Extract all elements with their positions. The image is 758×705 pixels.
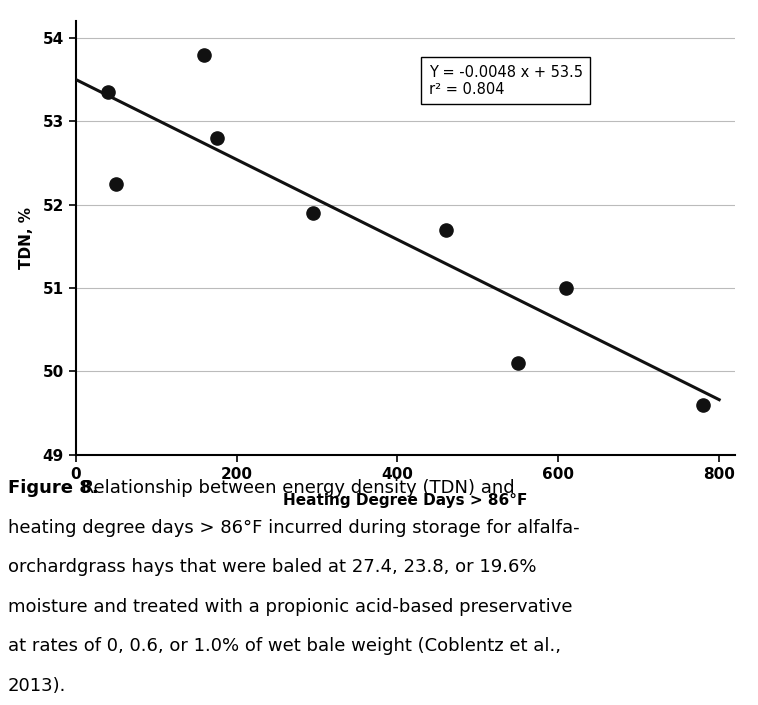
Text: Relationship between energy density (TDN) and: Relationship between energy density (TDN… [76,479,515,497]
Text: 2013).: 2013). [8,677,66,694]
Point [697,399,709,410]
Point [307,207,319,219]
Point [211,133,223,144]
Point [102,87,114,98]
Text: orchardgrass hays that were baled at 27.4, 23.8, or 19.6%: orchardgrass hays that were baled at 27.… [8,558,536,576]
Text: at rates of 0, 0.6, or 1.0% of wet bale weight (Coblentz et al.,: at rates of 0, 0.6, or 1.0% of wet bale … [8,637,561,655]
Text: Figure 8.: Figure 8. [8,479,99,497]
Point [440,224,452,235]
Point [199,49,211,60]
Point [512,357,525,369]
Y-axis label: TDN, %: TDN, % [19,207,34,269]
Text: Y = -0.0048 x + 53.5
r² = 0.804: Y = -0.0048 x + 53.5 r² = 0.804 [428,64,583,97]
Point [110,178,122,190]
Text: heating degree days > 86°F incurred during storage for alfalfa-: heating degree days > 86°F incurred duri… [8,519,579,537]
Text: moisture and treated with a propionic acid-based preservative: moisture and treated with a propionic ac… [8,598,572,615]
X-axis label: Heating Degree Days > 86°F: Heating Degree Days > 86°F [283,493,528,508]
Point [560,282,572,293]
